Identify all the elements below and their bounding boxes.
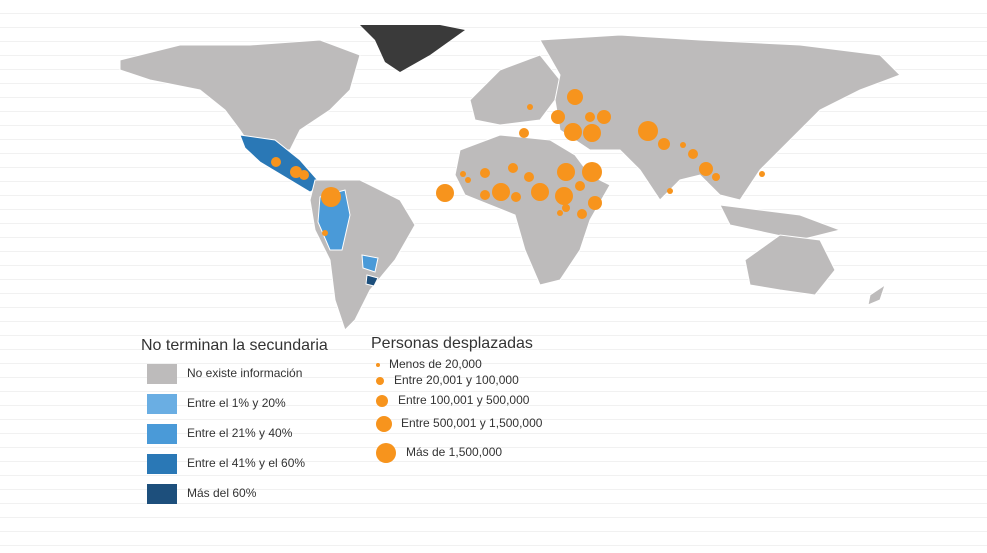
legend-label: Entre el 41% y el 60% — [187, 456, 305, 470]
bubble — [299, 170, 309, 180]
bubble — [555, 187, 573, 205]
legend-swatch — [147, 484, 177, 504]
paraguay — [361, 254, 379, 273]
legend-bubble — [376, 377, 384, 385]
bubble — [585, 112, 595, 122]
bubble — [577, 209, 587, 219]
legend-label: Entre 20,001 y 100,000 — [394, 373, 519, 387]
bubble — [460, 171, 466, 177]
legend-swatch — [147, 454, 177, 474]
bubble — [519, 128, 529, 138]
legend-bubble — [376, 443, 396, 463]
legend-label: Más de 1,500,000 — [406, 445, 502, 459]
bubble — [597, 110, 611, 124]
bubble — [557, 210, 563, 216]
europe — [469, 54, 561, 126]
southeast-asia-islands — [719, 204, 842, 241]
bubble — [688, 149, 698, 159]
legend-bubble — [376, 416, 392, 432]
bubble — [492, 183, 510, 201]
legend-label: Entre 500,001 y 1,500,000 — [401, 416, 543, 430]
bubble — [511, 192, 521, 202]
bubble — [321, 187, 341, 207]
bubble — [712, 173, 720, 181]
bubble — [531, 183, 549, 201]
bubble — [271, 157, 281, 167]
bubble — [322, 230, 328, 236]
bubble — [638, 121, 658, 141]
bubble — [658, 138, 670, 150]
uruguay — [365, 274, 379, 287]
education-legend-title: No terminan la secundaria — [141, 337, 328, 354]
bubble — [582, 162, 602, 182]
legend-label: Entre el 21% y 40% — [187, 426, 293, 440]
bubble — [575, 181, 585, 191]
displaced-legend-title: Personas desplazadas — [371, 335, 533, 352]
legend-label: Más del 60% — [187, 486, 257, 500]
legend-swatch — [147, 364, 177, 384]
legend-label: Entre 100,001 y 500,000 — [398, 393, 530, 407]
bubble — [680, 142, 686, 148]
bubble — [588, 196, 602, 210]
displacement-bubbles — [271, 89, 765, 236]
bubble — [527, 104, 533, 110]
bubble — [508, 163, 518, 173]
bubble — [480, 190, 490, 200]
africa — [454, 134, 611, 286]
new-zealand — [867, 283, 886, 306]
world-map — [119, 25, 901, 331]
bubble — [465, 177, 471, 183]
legend-label: Entre el 1% y 20% — [187, 396, 286, 410]
bubble — [436, 184, 454, 202]
greenland — [360, 25, 465, 72]
bubble — [551, 110, 565, 124]
legend-swatch — [147, 424, 177, 444]
north-america — [119, 39, 361, 151]
bubble — [524, 172, 534, 182]
legend-bubble — [376, 395, 388, 407]
bubble — [759, 171, 765, 177]
legend-bubble — [376, 363, 380, 367]
legend-swatch — [147, 394, 177, 414]
australia — [744, 234, 836, 296]
bubble — [667, 188, 673, 194]
bubble — [562, 204, 570, 212]
bubble — [567, 89, 583, 105]
bubble — [583, 124, 601, 142]
bubble — [480, 168, 490, 178]
legend-label: Menos de 20,000 — [389, 357, 482, 371]
bubble — [557, 163, 575, 181]
bubble — [564, 123, 582, 141]
legend-label: No existe información — [187, 366, 302, 380]
bubble — [699, 162, 713, 176]
